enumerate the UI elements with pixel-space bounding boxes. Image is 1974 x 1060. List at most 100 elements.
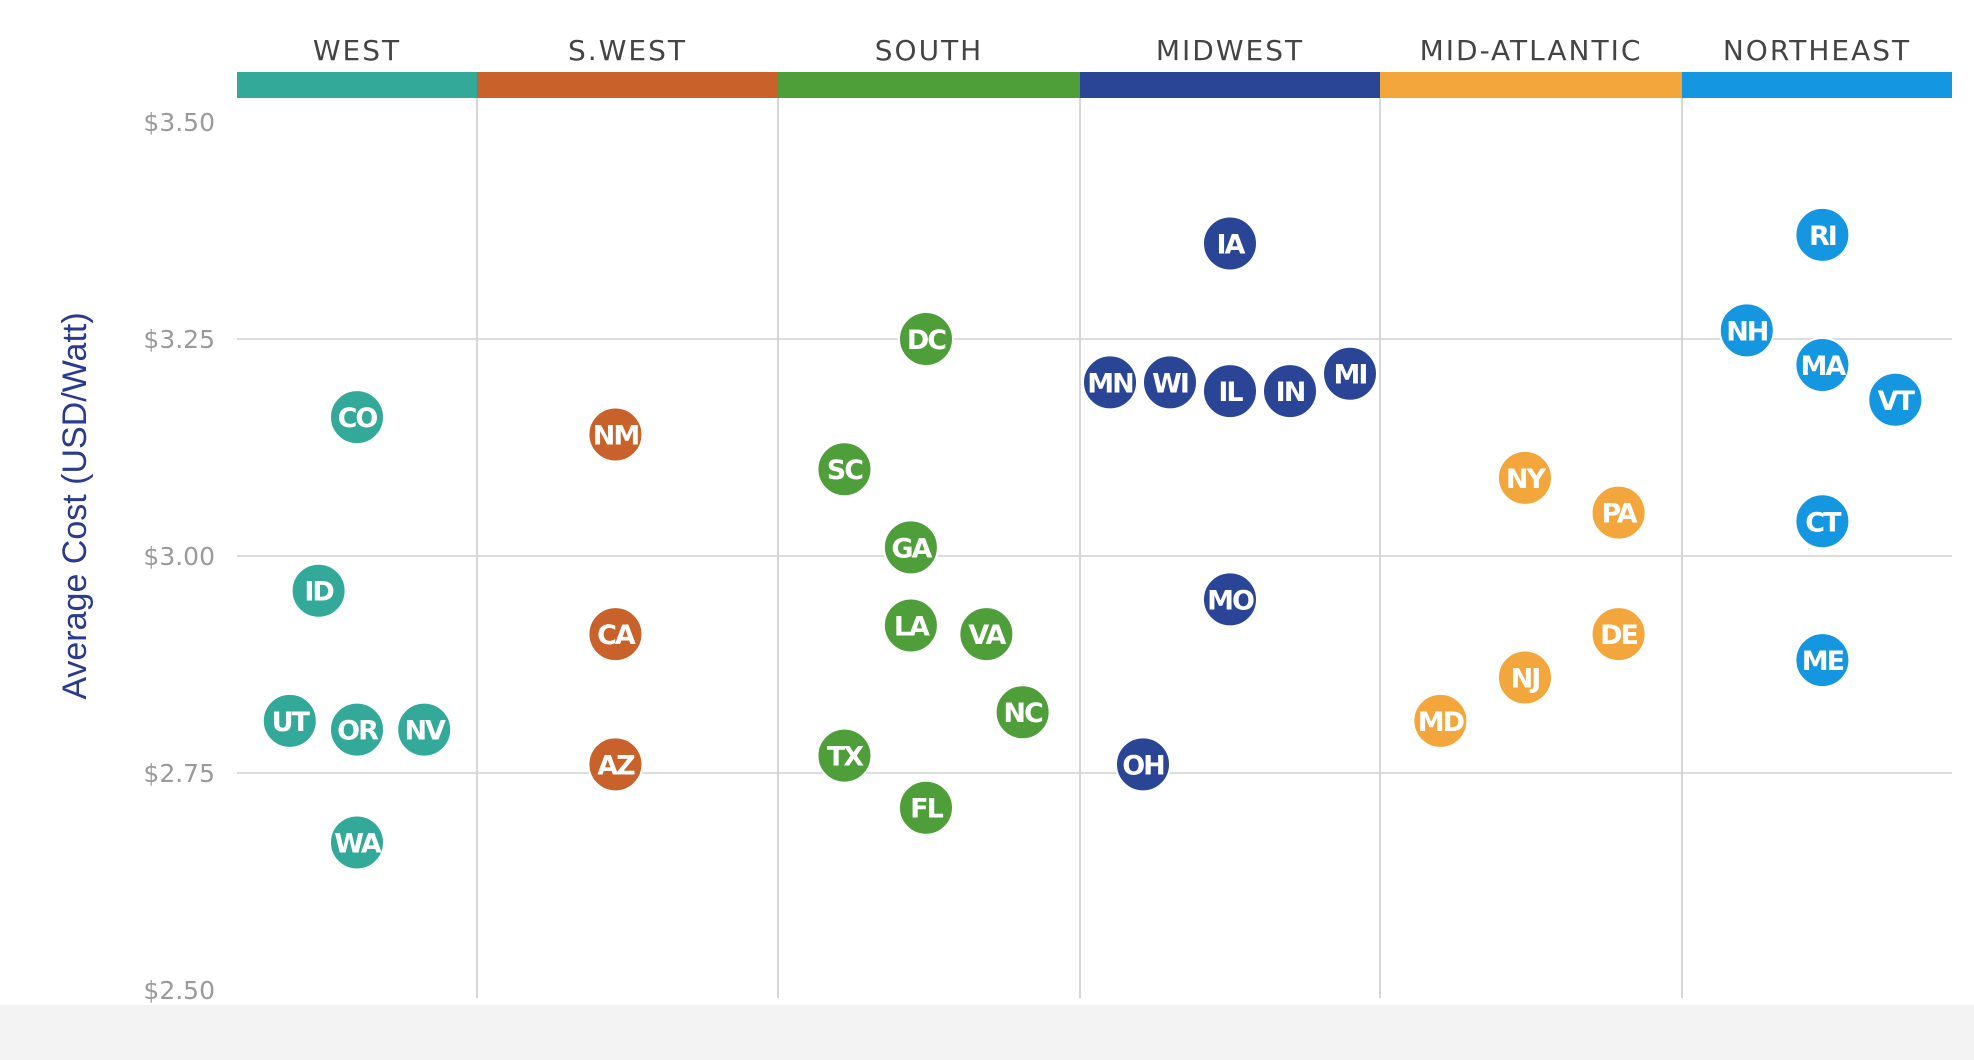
state-marker xyxy=(329,389,385,446)
state-label: CO xyxy=(338,403,378,434)
state-point: DC xyxy=(897,311,954,367)
state-marker xyxy=(1718,302,1775,359)
region-label: NORTHEAST xyxy=(1723,34,1911,67)
region-label: WEST xyxy=(313,34,401,67)
state-marker xyxy=(290,562,347,619)
state-label: NC xyxy=(1003,698,1043,729)
state-marker xyxy=(1794,206,1851,263)
data-points: CO ID UT OR NV WA NM CA AZ DC SC GA LA VA NC TX FL IA MN WI… xyxy=(261,206,1924,871)
state-marker xyxy=(587,736,644,793)
state-label: GA xyxy=(891,533,932,564)
state-marker xyxy=(882,519,939,576)
region-band xyxy=(778,72,1080,98)
region-label: MIDWEST xyxy=(1156,34,1304,67)
y-tick-label: $3.50 xyxy=(143,108,215,137)
region-band xyxy=(1080,72,1380,98)
state-label: ME xyxy=(1802,646,1844,677)
state-point: MN xyxy=(1082,354,1138,411)
y-tick-label: $2.75 xyxy=(143,759,215,788)
region-band xyxy=(237,72,477,98)
state-label: NJ xyxy=(1511,664,1540,695)
state-marker xyxy=(587,406,644,463)
state-point: VT xyxy=(1867,371,1924,428)
state-marker xyxy=(1590,484,1647,541)
region-band xyxy=(1380,72,1682,98)
state-label: VT xyxy=(1878,386,1916,417)
state-point: WA xyxy=(329,814,385,871)
y-tick-label: $3.25 xyxy=(143,325,215,354)
state-marker xyxy=(1496,449,1553,506)
state-label: SC xyxy=(827,455,863,486)
state-marker xyxy=(1322,345,1378,402)
state-label: MA xyxy=(1801,351,1847,382)
grid-layer xyxy=(237,98,1952,998)
state-label: MN xyxy=(1087,368,1133,399)
state-point: DE xyxy=(1590,606,1647,663)
state-marker xyxy=(1867,371,1924,428)
state-label: WA xyxy=(334,828,382,859)
state-point: FL xyxy=(897,779,954,836)
state-label: TX xyxy=(827,742,864,773)
state-point: NM xyxy=(587,406,644,463)
state-marker xyxy=(1202,363,1258,420)
state-label: OH xyxy=(1122,750,1164,781)
state-label: RI xyxy=(1809,221,1836,252)
state-label: VA xyxy=(968,620,1006,651)
state-marker xyxy=(329,814,385,871)
state-point: SC xyxy=(816,441,873,498)
state-marker xyxy=(816,727,873,784)
state-label: OR xyxy=(337,716,379,747)
state-point: ID xyxy=(290,562,347,619)
state-marker xyxy=(1412,692,1469,749)
state-marker xyxy=(994,684,1051,741)
state-point: UT xyxy=(261,692,318,749)
state-point: MI xyxy=(1322,345,1378,402)
state-label: IN xyxy=(1276,377,1305,408)
y-tick-label: $3.00 xyxy=(143,542,215,571)
region-labels: WEST S.WEST SOUTH MIDWEST MID-ATLANTIC NORTHE… xyxy=(313,34,1911,67)
state-point: MD xyxy=(1412,692,1469,749)
y-tick-label: $2.50 xyxy=(143,976,215,1005)
state-label: DC xyxy=(907,325,946,356)
state-point: RI xyxy=(1794,206,1851,263)
state-label: NM xyxy=(593,420,639,451)
state-point: MO xyxy=(1202,571,1258,628)
state-point: OR xyxy=(329,701,385,758)
footer-band xyxy=(0,1005,1974,1060)
state-point: NY xyxy=(1496,449,1553,506)
state-label: MO xyxy=(1207,585,1254,616)
state-label: IL xyxy=(1218,377,1243,408)
state-marker xyxy=(1142,354,1198,411)
region-label: MID-ATLANTIC xyxy=(1420,34,1643,67)
state-label: FL xyxy=(910,794,943,825)
region-band xyxy=(477,72,778,98)
state-marker xyxy=(329,701,385,758)
state-label: ID xyxy=(304,577,333,608)
region-band xyxy=(1682,72,1952,98)
state-marker xyxy=(1496,649,1553,706)
state-marker xyxy=(1794,493,1851,550)
state-point: CO xyxy=(329,389,385,446)
state-point: GA xyxy=(882,519,939,576)
state-marker xyxy=(1115,736,1171,793)
state-marker xyxy=(1794,632,1851,689)
state-marker xyxy=(1202,571,1258,628)
state-marker xyxy=(1794,337,1851,394)
state-marker xyxy=(882,597,939,654)
state-label: MD xyxy=(1418,707,1464,738)
state-point: LA xyxy=(882,597,939,654)
state-point: NC xyxy=(994,684,1051,741)
state-point: NH xyxy=(1718,302,1775,359)
state-label: CT xyxy=(1805,507,1842,538)
state-point: NV xyxy=(396,701,453,758)
state-label: DE xyxy=(1600,620,1637,651)
state-marker xyxy=(897,311,954,367)
state-label: MI xyxy=(1334,360,1367,391)
state-label: PA xyxy=(1601,499,1637,530)
state-point: TX xyxy=(816,727,873,784)
state-point: ME xyxy=(1794,632,1851,689)
region-label: SOUTH xyxy=(875,34,983,67)
state-marker xyxy=(816,441,873,498)
state-marker xyxy=(587,606,644,663)
